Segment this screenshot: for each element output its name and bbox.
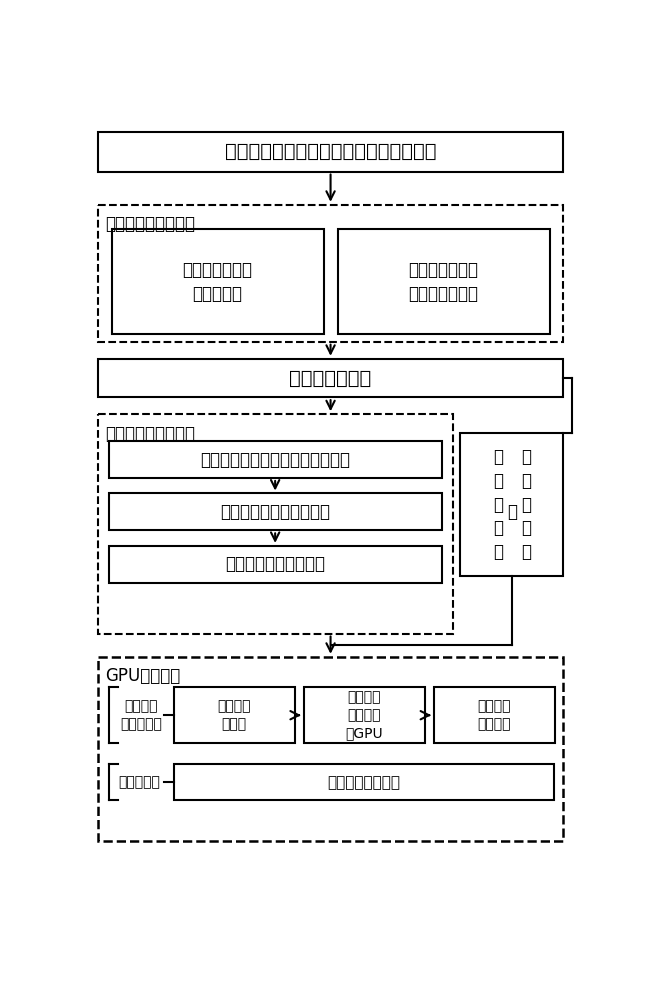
- Bar: [97, 657, 564, 841]
- Text: 几何着色器: 几何着色器: [118, 775, 160, 789]
- Text: GPU渲染阶段: GPU渲染阶段: [105, 667, 181, 685]
- Text: 动态缝合带顶点细分生成: 动态缝合带顶点细分生成: [220, 503, 330, 521]
- Text: 曲面细分
级别计算: 曲面细分 级别计算: [478, 699, 511, 731]
- Text: 并行生成动态缝合带: 并行生成动态缝合带: [105, 425, 195, 443]
- Text: 主
要
地
形
块: 主 要 地 形 块: [493, 448, 503, 561]
- Bar: [337, 229, 550, 334]
- Bar: [174, 687, 295, 743]
- Bar: [461, 433, 564, 576]
- Text: 基于四叉树和动态缝合带的地形区域划分: 基于四叉树和动态缝合带的地形区域划分: [225, 142, 436, 161]
- Text: 与: 与: [507, 503, 517, 521]
- Bar: [108, 441, 442, 478]
- Text: 多层次地形模型更新: 多层次地形模型更新: [105, 215, 195, 233]
- Bar: [108, 546, 442, 583]
- Bar: [97, 359, 564, 397]
- Text: 动态缝合带实时三角化: 动态缝合带实时三角化: [225, 555, 325, 573]
- Bar: [97, 132, 564, 172]
- Text: 曲面细分
控制着色器: 曲面细分 控制着色器: [120, 699, 162, 731]
- Text: 动态缝合带与地形块邻接关系建立: 动态缝合带与地形块邻接关系建立: [200, 451, 350, 469]
- Bar: [112, 229, 324, 334]
- Text: 基于视点位置的
地形块选取: 基于视点位置的 地形块选取: [183, 261, 253, 302]
- Bar: [434, 687, 555, 743]
- Bar: [97, 414, 453, 634]
- Bar: [174, 764, 554, 800]
- Bar: [304, 687, 424, 743]
- Text: 补
丁
地
形
块: 补 丁 地 形 块: [521, 448, 531, 561]
- Text: 主要地形
块裁剪: 主要地形 块裁剪: [217, 699, 251, 731]
- Bar: [97, 205, 564, 342]
- Text: 补丁地形块三角化: 补丁地形块三角化: [328, 775, 401, 790]
- Text: 物体空间
误差映射
到GPU: 物体空间 误差映射 到GPU: [346, 690, 383, 741]
- Text: 生成连续的地形
块内部细分级别: 生成连续的地形 块内部细分级别: [408, 261, 479, 302]
- Text: 多级视锥体裁剪: 多级视锥体裁剪: [290, 368, 372, 387]
- Bar: [108, 493, 442, 530]
